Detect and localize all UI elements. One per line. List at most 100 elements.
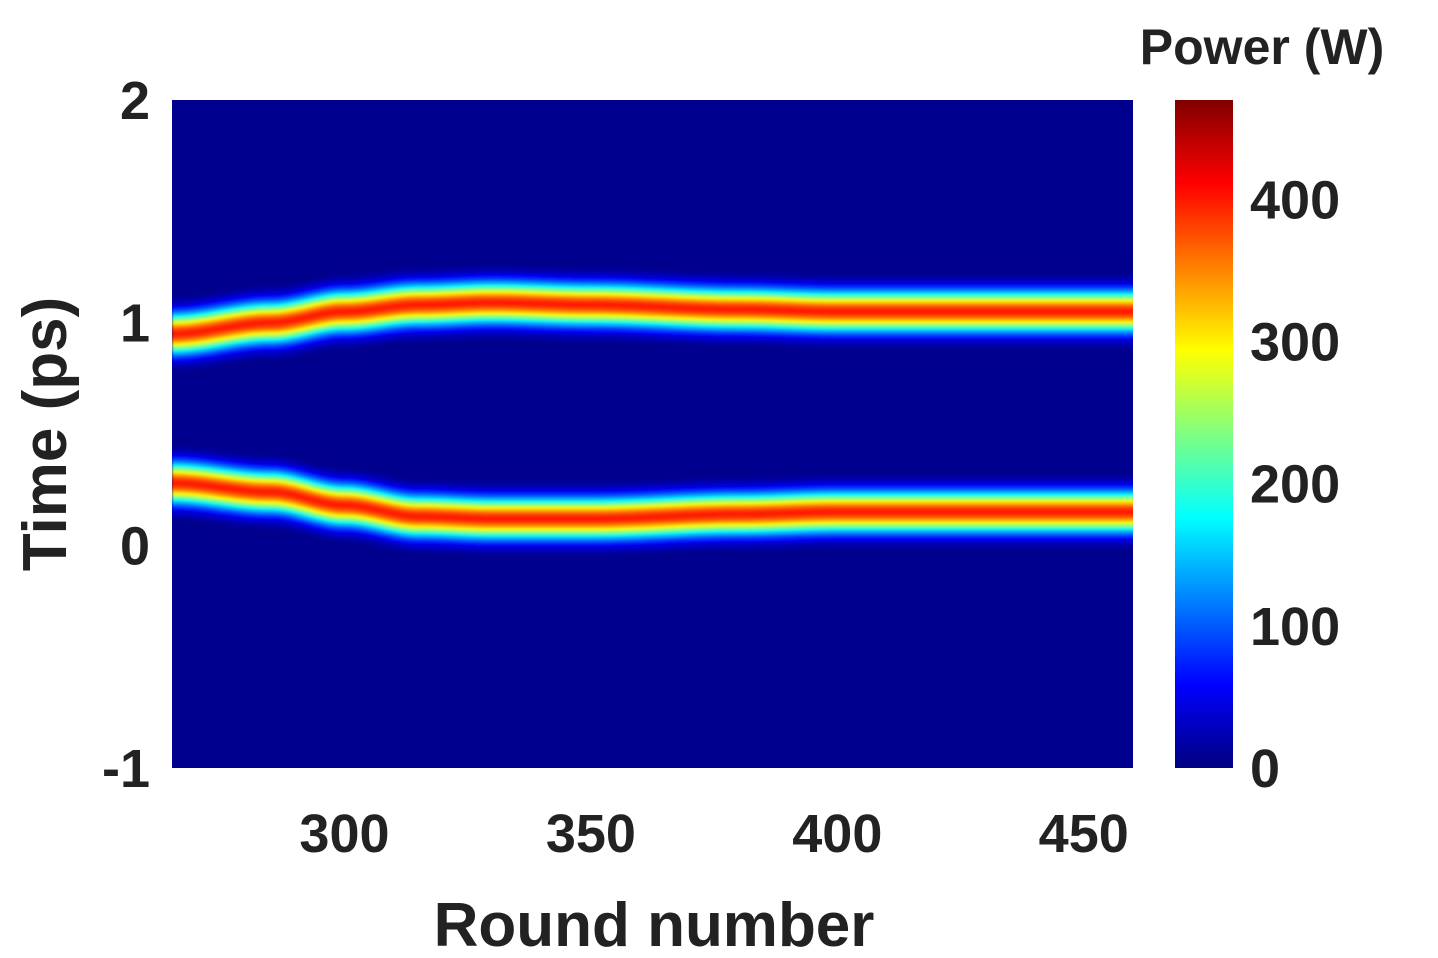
trace-column bbox=[320, 459, 325, 545]
trace-column bbox=[416, 474, 421, 559]
trace-column bbox=[624, 263, 629, 348]
trace-column bbox=[332, 462, 337, 547]
trace-column bbox=[236, 283, 241, 368]
trace-column bbox=[484, 260, 489, 345]
trace-column bbox=[596, 476, 601, 561]
trace-column bbox=[1088, 269, 1093, 354]
trace-column bbox=[300, 454, 305, 540]
trace-column bbox=[1048, 469, 1053, 555]
trace-column bbox=[608, 262, 613, 348]
trace-column bbox=[724, 471, 729, 557]
trace-column bbox=[1068, 269, 1073, 354]
trace-column bbox=[1004, 269, 1009, 354]
trace-column bbox=[1124, 269, 1129, 354]
trace-column bbox=[352, 268, 357, 354]
trace-column bbox=[1012, 469, 1017, 555]
trace-column bbox=[520, 476, 525, 561]
trace-column bbox=[632, 263, 637, 349]
trace-column bbox=[308, 456, 313, 542]
trace-column bbox=[612, 262, 617, 348]
trace-column bbox=[380, 265, 385, 351]
trace-column bbox=[252, 448, 257, 534]
trace-column bbox=[860, 269, 865, 354]
trace-column bbox=[760, 267, 765, 352]
trace-column bbox=[692, 266, 697, 351]
trace-column bbox=[704, 266, 709, 352]
trace-column bbox=[356, 268, 361, 354]
trace-column bbox=[860, 469, 865, 555]
trace-column bbox=[1064, 269, 1069, 354]
trace-column bbox=[288, 278, 293, 364]
trace-column bbox=[392, 471, 397, 556]
trace-column bbox=[556, 476, 561, 561]
trace-column bbox=[204, 288, 209, 374]
trace-column bbox=[596, 262, 601, 348]
trace-column bbox=[996, 469, 1001, 555]
trace-column bbox=[232, 283, 237, 369]
trace-column bbox=[572, 476, 577, 561]
trace-column bbox=[972, 469, 977, 555]
trace-column bbox=[692, 472, 697, 558]
trace-column bbox=[184, 441, 189, 526]
trace-column bbox=[296, 453, 301, 539]
trace-column bbox=[880, 269, 885, 354]
trace-column bbox=[180, 440, 185, 526]
trace-column bbox=[228, 446, 233, 531]
trace-column bbox=[828, 269, 833, 354]
trace-column bbox=[756, 471, 761, 557]
trace-column bbox=[868, 269, 873, 354]
trace-column bbox=[776, 471, 781, 556]
trace-column bbox=[220, 285, 225, 371]
trace-column bbox=[264, 280, 269, 366]
trace-column bbox=[532, 261, 537, 346]
trace-column bbox=[1080, 269, 1085, 354]
trace-column bbox=[628, 475, 633, 561]
trace-column bbox=[836, 269, 841, 354]
y-tick-labels: -1 0 1 2 bbox=[102, 71, 150, 799]
trace-column bbox=[804, 268, 809, 354]
trace-column bbox=[876, 269, 881, 354]
trace-column bbox=[1076, 269, 1081, 354]
trace-column bbox=[576, 476, 581, 561]
trace-column bbox=[516, 260, 521, 346]
trace-column bbox=[620, 475, 625, 561]
trace-column bbox=[804, 470, 809, 555]
trace-column bbox=[680, 473, 685, 558]
trace-column bbox=[1072, 469, 1077, 555]
trace-column bbox=[272, 280, 277, 365]
trace-column bbox=[396, 263, 401, 349]
trace-column bbox=[1028, 269, 1033, 354]
trace-column bbox=[488, 260, 493, 345]
trace-column bbox=[536, 261, 541, 346]
trace-column bbox=[792, 268, 797, 353]
trace-column bbox=[956, 469, 961, 555]
trace-column bbox=[584, 262, 589, 348]
trace-column bbox=[360, 268, 365, 353]
trace-column bbox=[200, 289, 205, 374]
trace-column bbox=[912, 269, 917, 354]
trace-column bbox=[900, 269, 905, 354]
trace-column bbox=[580, 476, 585, 561]
trace-column bbox=[408, 262, 413, 348]
trace-column bbox=[824, 469, 829, 555]
trace-column bbox=[812, 469, 817, 555]
x-tick-label: 400 bbox=[792, 804, 882, 864]
trace-column bbox=[808, 470, 813, 555]
trace-column bbox=[1032, 269, 1037, 354]
trace-column bbox=[800, 268, 805, 354]
trace-column bbox=[688, 265, 693, 351]
trace-column bbox=[1008, 469, 1013, 555]
trace-column bbox=[604, 262, 609, 348]
trace-column bbox=[680, 265, 685, 351]
trace-column bbox=[224, 285, 229, 370]
trace-column bbox=[396, 472, 401, 557]
trace-column bbox=[504, 260, 509, 346]
trace-column bbox=[912, 469, 917, 555]
trace-column bbox=[512, 260, 517, 346]
trace-column bbox=[568, 476, 573, 561]
trace-column bbox=[1116, 269, 1121, 354]
trace-column bbox=[412, 262, 417, 348]
trace-column bbox=[1000, 469, 1005, 555]
trace-column bbox=[940, 469, 945, 555]
